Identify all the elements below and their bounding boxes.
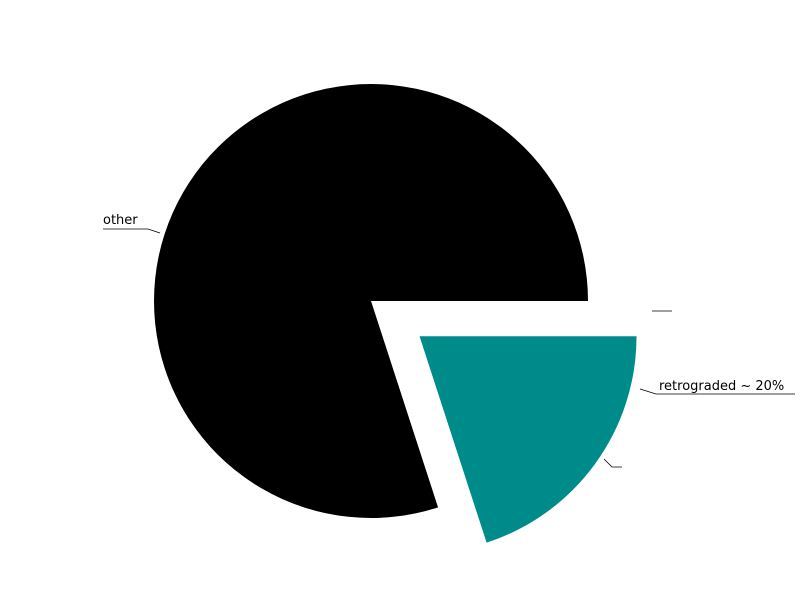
slice-retrograded [419,336,637,543]
slice-other [153,84,588,519]
slice-label-other: other [103,213,138,228]
leader-lines [103,228,795,468]
slice-label-retrograded: retrograded ~ 20% [659,379,784,394]
pie-slices [153,84,637,543]
leader-retrograded [639,388,795,395]
leader-other [103,228,161,234]
leader-tick-bottom [603,458,622,468]
